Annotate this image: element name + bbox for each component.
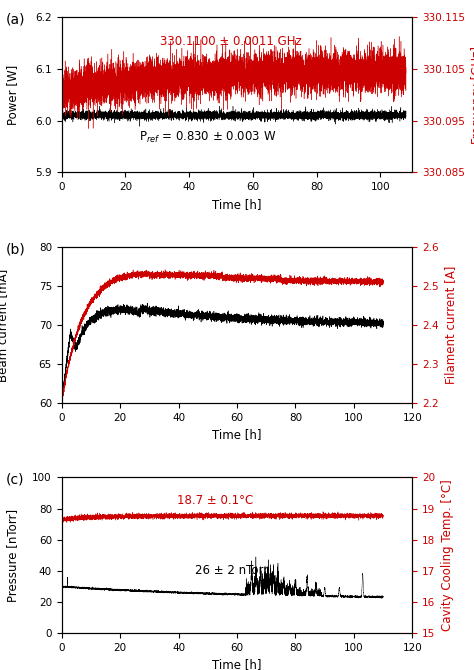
Text: (b): (b) (6, 243, 25, 257)
Text: 330.1100 ± 0.0011 GHz: 330.1100 ± 0.0011 GHz (160, 35, 301, 48)
Y-axis label: Pressure [nTorr]: Pressure [nTorr] (7, 509, 19, 602)
X-axis label: Time [h]: Time [h] (212, 659, 262, 670)
Y-axis label: Cavity Cooling Temp. [°C]: Cavity Cooling Temp. [°C] (441, 480, 454, 631)
Text: 26 ± 2 nTorr: 26 ± 2 nTorr (195, 564, 268, 577)
Text: (a): (a) (6, 12, 25, 26)
Y-axis label: Frequency [GHz]: Frequency [GHz] (471, 46, 474, 143)
X-axis label: Time [h]: Time [h] (212, 428, 262, 441)
Text: (c): (c) (6, 473, 24, 487)
Text: P$_{ref}$ = 0.830 ± 0.003 W: P$_{ref}$ = 0.830 ± 0.003 W (139, 130, 276, 145)
X-axis label: Time [h]: Time [h] (212, 198, 262, 210)
Text: 18.7 ± 0.1°C: 18.7 ± 0.1°C (177, 494, 254, 507)
Y-axis label: Beam current [mA]: Beam current [mA] (0, 268, 9, 382)
Y-axis label: Power [W]: Power [W] (7, 64, 19, 125)
Y-axis label: Filament current [A]: Filament current [A] (444, 266, 457, 384)
